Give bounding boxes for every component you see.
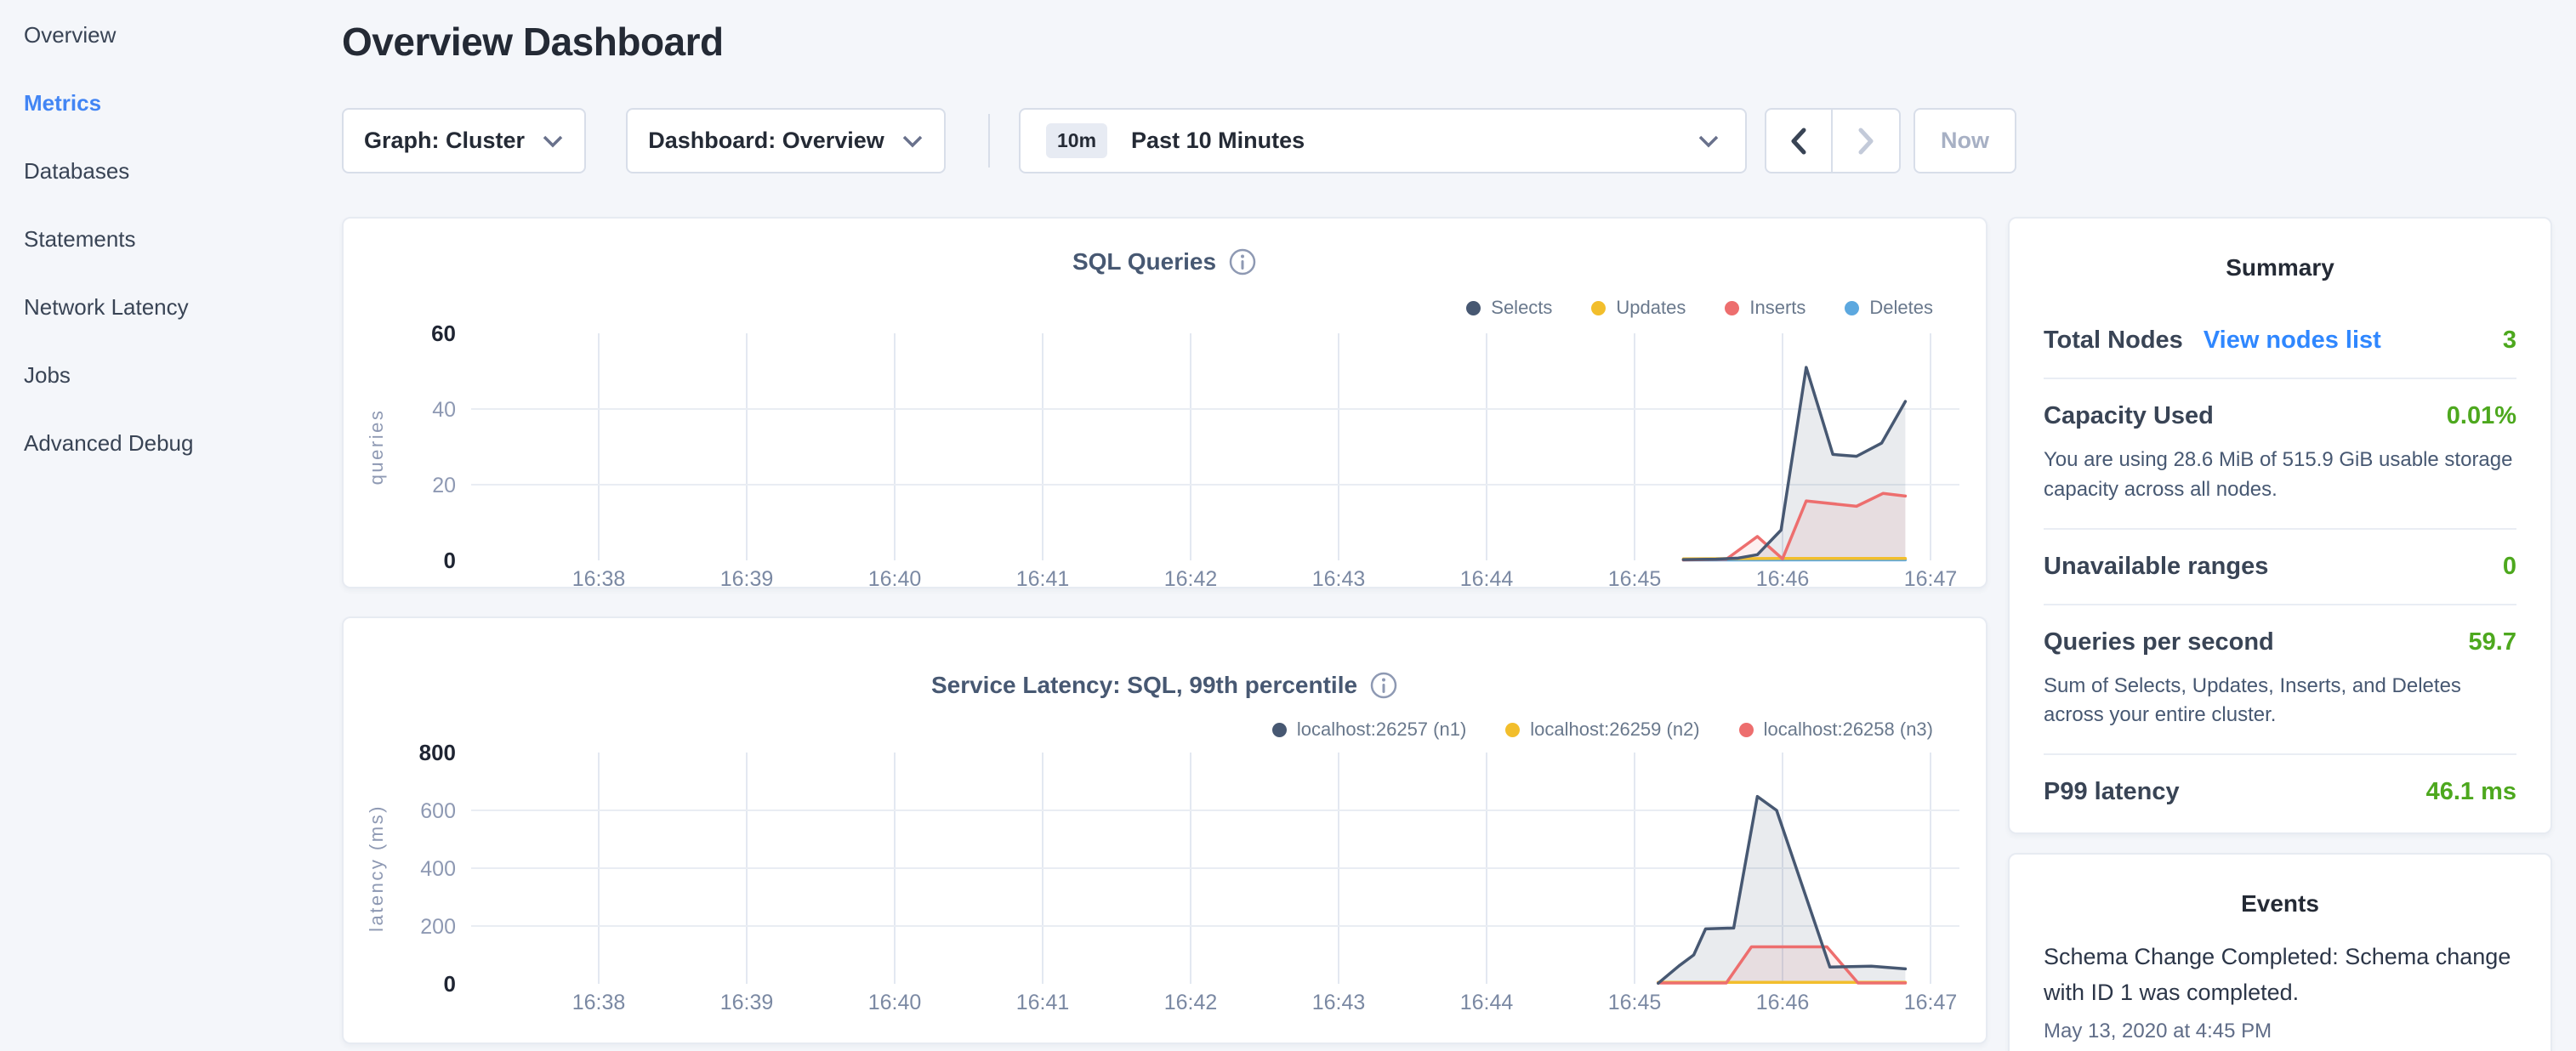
service-latency-chart-card: Service Latency: SQL, 99th percentileloc…	[342, 616, 1987, 1044]
x-axis-tick-label: 16:44	[1460, 991, 1514, 1014]
x-axis-tick-label: 16:47	[1904, 991, 1958, 1014]
view-nodes-list-link[interactable]: View nodes list	[2204, 327, 2381, 355]
graph-dropdown-label: Graph: Cluster	[364, 128, 525, 154]
time-step-buttons	[1765, 108, 1901, 173]
summary-row-value: 0	[2503, 553, 2516, 581]
chevron-down-icon	[1697, 134, 1720, 148]
previous-time-button[interactable]	[1766, 110, 1833, 172]
summary-row: Capacity Used 0.01% You are using 28.6 MiB…	[2044, 379, 2516, 530]
time-window-label: Past 10 Minutes	[1131, 128, 1697, 154]
x-axis-tick-label: 16:45	[1608, 567, 1662, 590]
event-text: Schema Change Completed: Schema change w…	[2044, 940, 2516, 1011]
time-window-selector[interactable]: 10m Past 10 Minutes	[1019, 108, 1747, 173]
summary-row-label: Capacity Used	[2044, 402, 2214, 430]
controls-divider	[988, 114, 990, 168]
now-button-label: Now	[1941, 128, 1989, 154]
summary-row-label: Queries per second	[2044, 628, 2274, 656]
summary-row: Unavailable ranges 0	[2044, 530, 2516, 605]
event-timestamp: May 13, 2020 at 4:45 PM	[2044, 1020, 2516, 1043]
summary-title: Summary	[2010, 254, 2550, 281]
summary-rows: Total Nodes View nodes list 3 Capacity Used…	[2010, 281, 2550, 829]
chevron-down-icon	[901, 134, 924, 148]
chevron-left-icon	[1789, 127, 1808, 156]
x-axis-tick-label: 16:40	[868, 991, 922, 1014]
chevron-right-icon	[1857, 127, 1875, 156]
x-axis-tick-label: 16:45	[1608, 991, 1662, 1014]
main-content: Overview Dashboard Graph: Cluster Dashbo…	[342, 0, 2552, 1051]
page-title: Overview Dashboard	[342, 19, 724, 65]
x-axis-tick-label: 16:39	[720, 567, 774, 590]
y-axis-tick-label: 40	[432, 398, 456, 422]
sidebar-item-network-latency[interactable]: Network Latency	[24, 293, 189, 321]
x-axis-tick-label: 16:46	[1756, 991, 1810, 1014]
summary-row-description: You are using 28.6 MiB of 515.9 GiB usab…	[2044, 446, 2516, 505]
summary-row-value: 46.1 ms	[2426, 778, 2516, 806]
dashboard-dropdown-label: Dashboard: Overview	[648, 128, 884, 154]
y-axis-tick-label: 0	[444, 971, 456, 997]
y-axis-tick-label: 0	[444, 548, 456, 573]
x-axis-tick-label: 16:38	[572, 991, 626, 1014]
summary-row-label: P99 latency	[2044, 778, 2180, 806]
dashboard-dropdown[interactable]: Dashboard: Overview	[626, 108, 946, 173]
summary-row: P99 latency 46.1 ms	[2044, 755, 2516, 829]
x-axis-tick-label: 16:43	[1312, 567, 1366, 590]
now-button[interactable]: Now	[1914, 108, 2016, 173]
x-axis-tick-label: 16:43	[1312, 991, 1366, 1014]
x-axis-tick-label: 16:41	[1016, 991, 1070, 1014]
x-axis-tick-label: 16:47	[1904, 567, 1958, 590]
y-axis-tick-label: 200	[420, 915, 456, 939]
chevron-down-icon	[542, 134, 564, 148]
x-axis-tick-label: 16:40	[868, 567, 922, 590]
summary-row-label: Unavailable ranges	[2044, 553, 2268, 581]
y-axis-title: queries	[366, 409, 387, 486]
x-axis-tick-label: 16:39	[720, 991, 774, 1014]
x-axis-tick-label: 16:38	[572, 567, 626, 590]
sidebar-item-metrics[interactable]: Metrics	[24, 88, 101, 117]
sidebar: Overview Metrics Databases Statements Networ…	[0, 0, 342, 497]
summary-row-value: 0.01%	[2447, 402, 2516, 430]
x-axis-tick-label: 16:46	[1756, 567, 1810, 590]
x-axis-tick-label: 16:44	[1460, 567, 1514, 590]
sidebar-item-databases[interactable]: Databases	[24, 156, 129, 185]
sidebar-item-jobs[interactable]: Jobs	[24, 361, 71, 389]
summary-row: Total Nodes View nodes list 3	[2044, 304, 2516, 379]
sql-queries-chart-card: SQL QueriesSelectsUpdatesInsertsDeletes0…	[342, 217, 1987, 588]
x-axis-tick-label: 16:42	[1164, 567, 1218, 590]
summary-row-value: 3	[2503, 327, 2516, 355]
y-axis-tick-label: 800	[419, 740, 456, 765]
y-axis-tick-label: 60	[431, 321, 456, 346]
sidebar-item-advanced-debug[interactable]: Advanced Debug	[24, 429, 193, 457]
y-axis-tick-label: 400	[420, 857, 456, 881]
y-axis-tick-label: 20	[432, 474, 456, 497]
controls-bar: Graph: Cluster Dashboard: Overview 10m P…	[342, 108, 2552, 173]
next-time-button[interactable]	[1833, 110, 1899, 172]
x-axis-tick-label: 16:42	[1164, 991, 1218, 1014]
summary-row-label: Total Nodes	[2044, 327, 2183, 355]
summary-panel: Summary Total Nodes View nodes list 3 Capac…	[2008, 217, 2552, 834]
time-window-badge: 10m	[1046, 123, 1107, 158]
chart-plot-area[interactable]: 0 20 40 60 16:38 16:39 16:40 16:41 16:42 16:43 16:…	[344, 219, 1986, 590]
events-title: Events	[2010, 890, 2550, 917]
summary-row-description: Sum of Selects, Updates, Inserts, and De…	[2044, 672, 2516, 731]
events-panel: Events Schema Change Completed: Schema c…	[2008, 853, 2552, 1051]
summary-row-value: 59.7	[2469, 628, 2516, 656]
sidebar-item-overview[interactable]: Overview	[24, 20, 116, 49]
sidebar-item-statements[interactable]: Statements	[24, 224, 136, 253]
y-axis-tick-label: 600	[420, 799, 456, 823]
chart-plot-area[interactable]: 0 200 400 600 800 16:38 16:39 16:40 16:41 16:42 16…	[344, 618, 1986, 1046]
summary-row: Queries per second 59.7 Sum of Selects, Up…	[2044, 605, 2516, 756]
x-axis-tick-label: 16:41	[1016, 567, 1070, 590]
events-list: Schema Change Completed: Schema change w…	[2010, 917, 2550, 1043]
y-axis-title: latency (ms)	[366, 804, 387, 932]
graph-dropdown[interactable]: Graph: Cluster	[342, 108, 586, 173]
